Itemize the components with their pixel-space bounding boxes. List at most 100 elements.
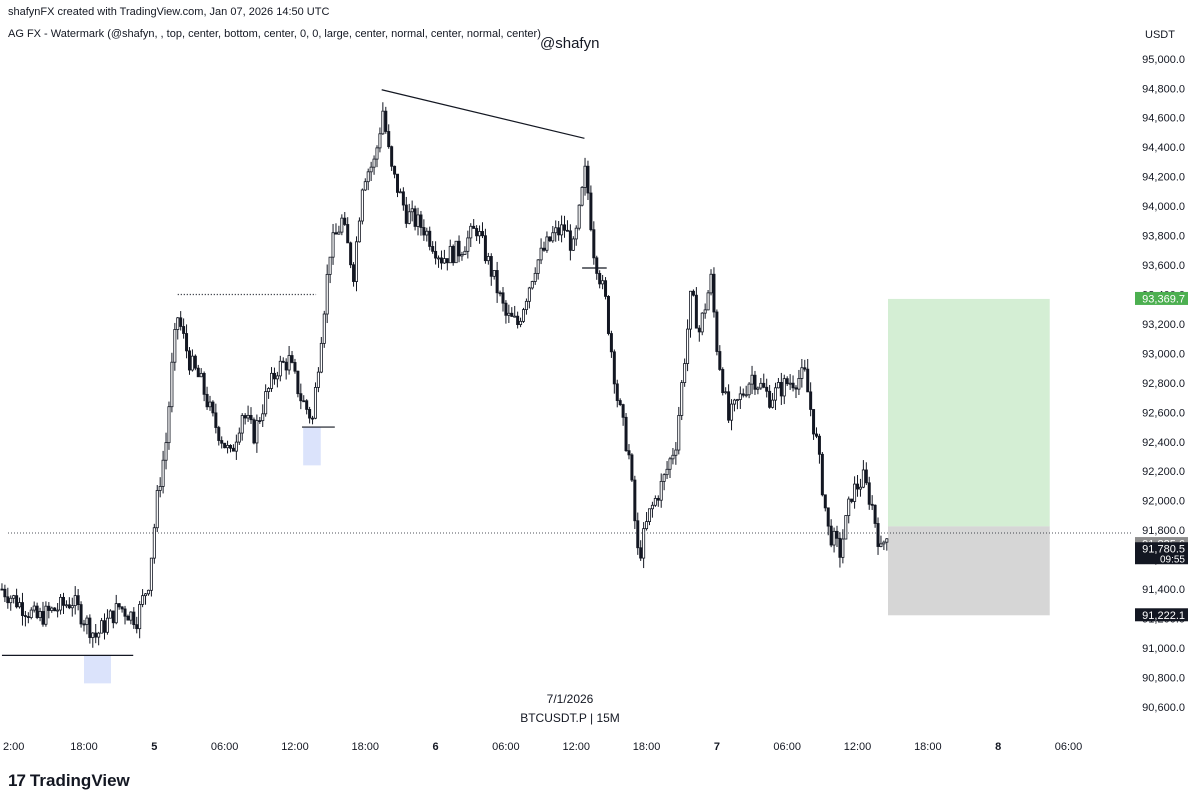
candle-body (530, 281, 534, 289)
candle-body (662, 474, 666, 482)
candle (73, 586, 77, 615)
candle-body (9, 597, 13, 604)
candle (469, 223, 473, 248)
candle (536, 259, 540, 280)
candle-body (149, 557, 153, 591)
candle-body (217, 427, 221, 441)
candle (606, 295, 610, 336)
candle (35, 602, 39, 620)
candle-body (727, 391, 731, 421)
candle (226, 440, 230, 454)
candle (463, 246, 467, 255)
candle (228, 444, 232, 453)
candle (61, 592, 65, 615)
candle (563, 215, 567, 238)
candle-body (580, 186, 584, 206)
candle-body (185, 333, 189, 352)
candle-body (199, 372, 203, 378)
candle (448, 239, 452, 264)
candle (762, 373, 766, 389)
candle (727, 384, 731, 424)
candle (858, 478, 862, 497)
candle-body (437, 257, 441, 260)
candle-body (12, 595, 16, 599)
candle-body (615, 383, 619, 401)
candle (434, 241, 438, 265)
candle-body (519, 320, 523, 325)
candle-body (876, 523, 880, 547)
candle (856, 475, 860, 497)
candle-body (357, 220, 361, 243)
candle (91, 632, 95, 648)
x-tick-label: 18:00 (70, 741, 98, 753)
candle-body (223, 442, 227, 449)
candle-body (715, 311, 719, 352)
candle (498, 290, 502, 297)
candle-body (747, 383, 751, 396)
candle (697, 325, 701, 342)
candle-body (765, 386, 769, 392)
candle-body (815, 433, 819, 437)
candle-body (861, 469, 865, 488)
tradingview-logo[interactable]: 17 TradingView (8, 771, 130, 791)
candle (26, 612, 30, 624)
candle (451, 244, 455, 266)
candle (243, 413, 247, 425)
indicator-label[interactable]: AG FX - Watermark (@shafyn, , top, cente… (8, 28, 541, 40)
candle-body (879, 543, 883, 547)
candle-body (844, 515, 848, 540)
candle (442, 249, 446, 264)
candle (18, 597, 22, 609)
candle (240, 413, 244, 441)
candle (82, 619, 86, 632)
x-tick-label: 06:00 (1055, 741, 1083, 753)
candle (120, 606, 124, 613)
candle (809, 382, 813, 417)
candle-body (656, 498, 660, 501)
candle (196, 364, 200, 378)
candle-body (26, 616, 30, 618)
candle (155, 485, 159, 533)
candle-body (88, 617, 92, 638)
candle (756, 386, 760, 395)
candle (841, 529, 845, 564)
candle-body (38, 611, 42, 618)
candle-body (381, 110, 385, 135)
candle-body (111, 610, 115, 624)
candle-body (762, 382, 766, 388)
candle (360, 188, 364, 225)
candle-body (305, 400, 309, 410)
candle (287, 345, 291, 375)
candle (302, 395, 306, 403)
candle-body (387, 131, 391, 148)
candle (712, 267, 716, 318)
candle-body (606, 296, 610, 334)
candle (870, 495, 874, 511)
candle-body (50, 607, 54, 611)
candle (387, 124, 391, 149)
candle-body (416, 214, 420, 227)
candle (457, 235, 461, 263)
candle-body (85, 617, 89, 625)
candle-body (56, 609, 60, 612)
last-price-badge-bg (1135, 542, 1188, 565)
candle-body (841, 538, 845, 558)
candle-body (170, 361, 174, 408)
candle (328, 256, 332, 284)
candle (41, 601, 45, 627)
candle-body (773, 387, 777, 401)
candle (126, 614, 130, 621)
candle-body (146, 589, 150, 595)
candle (568, 224, 572, 261)
candle-body (278, 360, 282, 377)
x-tick-label: 06:00 (211, 741, 239, 753)
candle (381, 102, 385, 135)
candle (293, 358, 297, 374)
candle (765, 378, 769, 398)
profit-zone (887, 298, 1050, 527)
candle (393, 165, 397, 179)
candle-body (753, 374, 757, 390)
candle (680, 379, 684, 421)
candlestick-series (0, 102, 889, 648)
